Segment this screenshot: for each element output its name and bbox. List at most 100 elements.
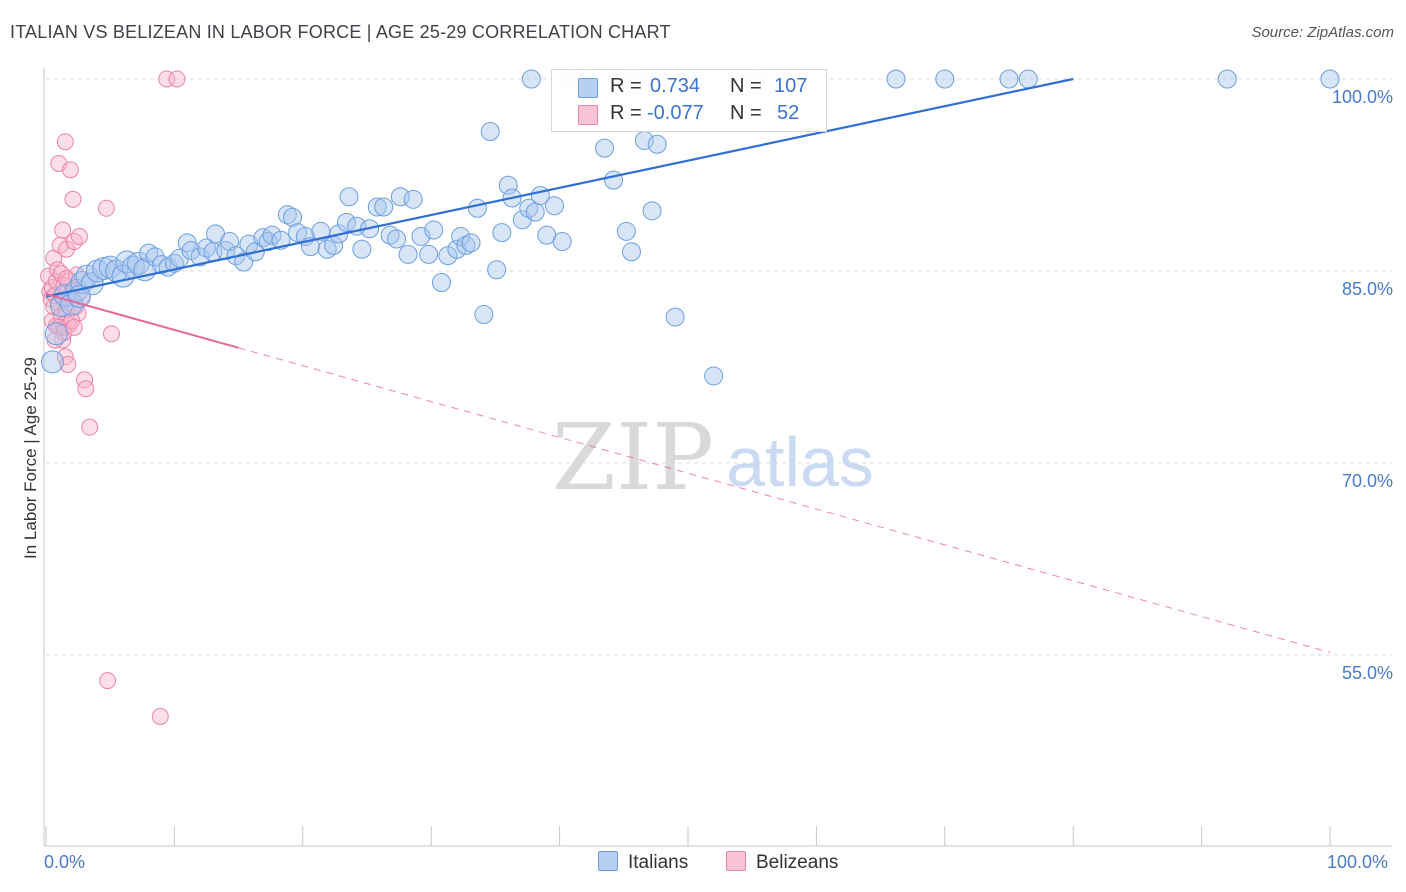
belizean-point <box>102 325 120 343</box>
italian-point <box>595 138 615 158</box>
legend-swatch-italians <box>598 851 618 871</box>
italian-point <box>999 69 1019 89</box>
italian-point <box>431 273 451 293</box>
italian-point <box>44 322 68 346</box>
italian-point <box>604 170 624 190</box>
legend-label-belizeans: Belizeans <box>756 852 839 873</box>
italian-point <box>145 247 165 267</box>
legend-swatch-italians <box>578 78 598 98</box>
y-tick-label: 100.0% <box>1332 87 1393 107</box>
italian-point <box>498 175 518 195</box>
y-tick-label: 55.0% <box>1342 663 1393 683</box>
italian-point <box>552 232 572 252</box>
italian-point <box>467 198 487 218</box>
italian-point <box>704 366 724 386</box>
x-tick-max: 100.0% <box>1327 852 1389 872</box>
italian-point <box>886 69 906 89</box>
belizean-point <box>81 418 99 436</box>
belizean-point <box>168 70 186 88</box>
italian-point <box>525 202 545 222</box>
series-belizeans <box>40 70 186 725</box>
legend-n-value: 107 <box>774 75 808 97</box>
belizean-point <box>54 221 72 239</box>
italian-point <box>403 189 423 209</box>
italian-point <box>474 305 494 325</box>
legend-r-value: -0.077 <box>647 102 704 124</box>
legend-r-label: R = <box>610 102 642 124</box>
belizean-point <box>56 133 74 151</box>
italian-point <box>1320 69 1340 89</box>
italian-point <box>352 239 372 259</box>
trend-lines <box>45 77 1331 653</box>
italian-point <box>398 244 418 264</box>
italian-point <box>665 307 685 327</box>
italian-point <box>336 212 356 232</box>
legend-r-value: 0.734 <box>650 75 701 97</box>
italian-point <box>480 121 500 141</box>
legend-swatch-belizeans <box>578 105 598 125</box>
belizeans-trend-line <box>45 293 239 349</box>
belizean-point <box>68 266 86 284</box>
bottom-legend-belizeans[interactable]: Belizeans <box>726 851 838 874</box>
italian-point <box>1018 69 1038 89</box>
belizean-point <box>76 371 94 389</box>
bottom-legend-italians[interactable]: Italians <box>598 851 688 874</box>
italian-point <box>367 197 387 217</box>
belizeans-trend-extension <box>238 347 1331 653</box>
italian-point <box>642 201 662 221</box>
legend-row-italians: R = 0.734 N = 107 <box>552 75 826 99</box>
y-tick-label: 70.0% <box>1342 471 1393 491</box>
italian-point <box>487 260 507 280</box>
italian-point <box>451 226 471 246</box>
belizean-point <box>65 233 83 251</box>
belizean-point <box>61 161 79 179</box>
legend-row-belizeans: R = -0.077 N = 52 <box>552 102 826 126</box>
legend-swatch-belizeans <box>726 851 746 871</box>
y-tick-labels: 100.0% 85.0% 70.0% 55.0% <box>1332 87 1393 683</box>
italian-point <box>647 134 667 154</box>
italian-point <box>1217 69 1237 89</box>
italian-point <box>521 69 541 89</box>
source-label: Source: ZipAtlas.com <box>1251 24 1394 41</box>
italian-point <box>419 244 439 264</box>
belizean-point <box>151 707 169 725</box>
italian-point <box>339 187 359 207</box>
belizean-point <box>70 227 88 245</box>
belizean-point <box>97 199 115 217</box>
belizean-point <box>99 672 117 690</box>
italian-point <box>616 221 636 241</box>
italian-point <box>492 223 512 243</box>
italian-point <box>622 242 642 262</box>
series-italians <box>40 69 1340 386</box>
italian-point <box>387 229 407 249</box>
legend-n-label: N = <box>730 102 762 124</box>
belizean-point <box>77 380 95 398</box>
italian-point <box>456 235 476 255</box>
grid-lines <box>46 78 1392 656</box>
italian-point <box>262 225 282 245</box>
legend-n-value: 52 <box>777 102 800 124</box>
legend-n-label: N = <box>730 75 762 97</box>
y-tick-label: 85.0% <box>1342 279 1393 299</box>
watermark-atlas: atlas <box>726 423 874 501</box>
italian-point <box>461 233 481 253</box>
italian-point <box>374 197 394 217</box>
legend-label-italians: Italians <box>628 852 689 873</box>
x-tick-min: 0.0% <box>44 852 86 872</box>
italian-point <box>424 220 444 240</box>
belizean-point <box>158 70 176 88</box>
italian-point <box>40 350 64 374</box>
italian-point <box>283 207 303 227</box>
italians-trend-line <box>45 77 1074 298</box>
chart-title: ITALIAN VS BELIZEAN IN LABOR FORCE | AGE… <box>10 22 671 42</box>
italian-point <box>544 196 564 216</box>
watermark: ZIP atlas <box>552 404 874 511</box>
italian-point <box>220 232 240 252</box>
axes <box>43 68 1392 847</box>
correlation-legend: R = 0.734 N = 107 R = -0.077 N = 52 <box>551 69 827 132</box>
legend-r-label: R = <box>610 75 642 97</box>
italian-point <box>277 205 297 225</box>
belizean-point <box>64 190 82 208</box>
belizean-point <box>65 318 83 336</box>
